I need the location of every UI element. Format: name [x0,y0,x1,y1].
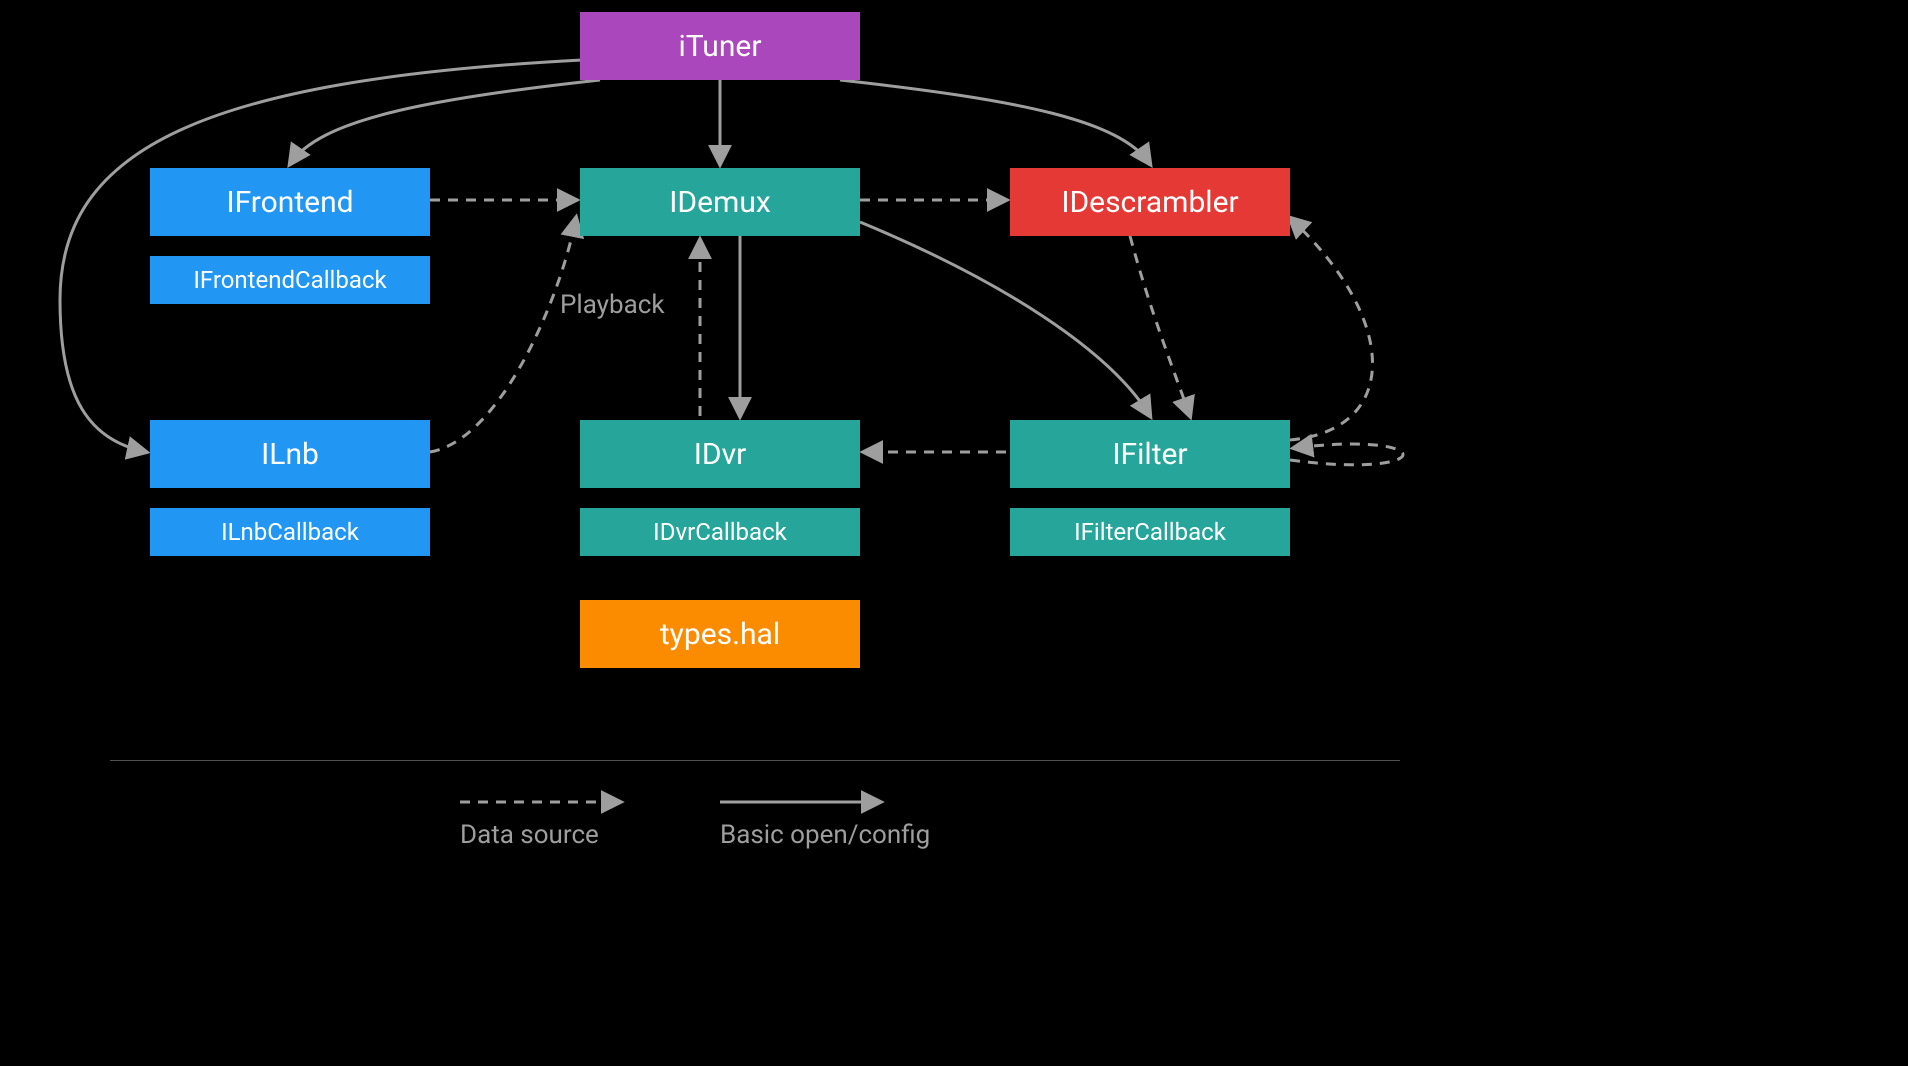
node-ifilter_cb: IFilterCallback [1010,508,1290,556]
legend-label-0: Data source [460,820,599,850]
node-label-ituner: iTuner [679,29,762,64]
node-ifrontend: IFrontend [150,168,430,236]
node-label-ilnb_cb: ILnbCallback [221,518,359,546]
node-label-idescrambler: IDescrambler [1061,185,1238,220]
node-idvr: IDvr [580,420,860,488]
label-0: Playback [560,290,665,320]
node-ilnb: ILnb [150,420,430,488]
node-label-types: types.hal [660,617,780,652]
node-idescrambler: IDescrambler [1010,168,1290,236]
edge-8 [860,222,1150,416]
node-label-ifilter: IFilter [1112,437,1187,472]
node-ilnb_cb: ILnbCallback [150,508,430,556]
node-ifrontend_cb: IFrontendCallback [150,256,430,304]
edge-11 [1290,444,1403,465]
node-ituner: iTuner [580,12,860,80]
legend-label-1: Basic open/config [720,820,930,850]
node-label-ilnb: ILnb [261,437,319,472]
edge-1 [290,80,600,164]
diagram-canvas: iTuner IFrontend IFrontendCallback IDemux ID… [0,0,1520,840]
legend-divider [110,760,1400,761]
node-label-idemux: IDemux [669,185,770,220]
edge-10 [1290,218,1373,440]
edge-2 [840,80,1150,164]
node-idvr_cb: IDvrCallback [580,508,860,556]
node-label-idvr: IDvr [694,437,747,472]
node-types: types.hal [580,600,860,668]
node-label-idvr_cb: IDvrCallback [653,518,787,546]
node-label-ifilter_cb: IFilterCallback [1074,518,1226,546]
node-ifilter: IFilter [1010,420,1290,488]
node-label-ifrontend_cb: IFrontendCallback [193,266,386,294]
edge-13 [430,218,576,452]
node-label-ifrontend: IFrontend [226,185,353,220]
node-idemux: IDemux [580,168,860,236]
edge-9 [1130,236,1190,416]
